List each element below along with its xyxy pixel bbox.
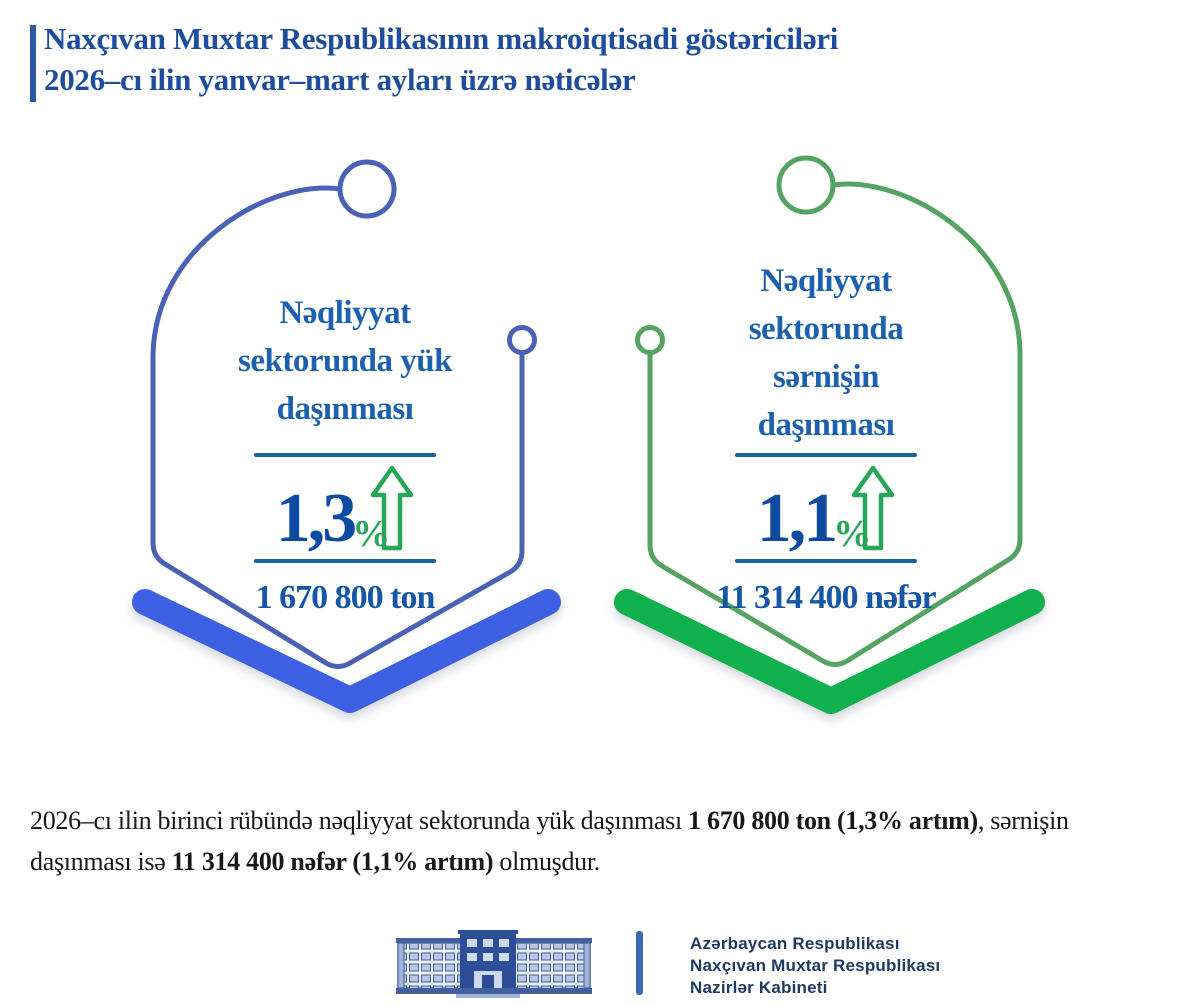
passenger-title-line: sektorunda [748,311,904,347]
cargo-chevron-icon [132,589,561,713]
page-title-line-2: 2026–cı ilin yanvar–mart ayları üzrə nət… [44,62,636,97]
footer-divider-bar [636,931,643,995]
cargo-side-ring-icon [507,325,537,355]
up-arrow-icon [371,465,414,551]
summary-value-bold: 1 670 800 ton (1,3% artım) [688,806,978,835]
passenger-title-line: sərnişin [772,359,880,395]
footer-line-country: Azərbaycan Respublikası [690,934,900,953]
passenger-title-line: Nəqliyyat [760,263,892,299]
divider-line [254,453,436,457]
summary-text: 2026–cı ilin birinci rübündə nəqliyyat s… [30,806,689,835]
percent-sign: % [833,513,872,555]
cargo-card-content: Nəqliyyat sektorunda yük daşınması 1,3 %… [195,289,495,617]
cargo-value: 1 670 800 ton [255,579,436,616]
cargo-card-title: Nəqliyyat sektorunda yük daşınması [195,289,495,433]
divider-line [735,453,917,457]
header-accent-bar [30,25,36,102]
government-building-icon [396,930,592,998]
passenger-chevron-icon [614,589,1045,714]
cargo-title-line: Nəqliyyat [279,295,411,331]
up-arrow-icon [852,465,895,551]
summary-text: , sərnişin [977,806,1069,835]
passenger-percent-row: 1,1 % [676,465,976,555]
passenger-top-ring-icon [776,155,836,215]
cargo-outline-path [150,185,525,669]
summary-text: olmuşdur. [493,847,600,876]
summary-value-bold: 11 314 400 nəfər (1,1% artım) [171,847,494,876]
cargo-percent-value: 1,3 [275,480,357,557]
passenger-increase-indicator: % [833,465,895,553]
footer-organization: Azərbaycan Respublikası Naxçıvan Muxtar … [690,933,1110,999]
passenger-percent-value: 1,1 [756,480,838,557]
footer-line-republic: Naxçıvan Muxtar Respublikası [690,956,941,975]
divider-line [254,559,436,563]
cargo-title-line: sektorunda yük [238,343,453,379]
divider-line [735,559,917,563]
passenger-card-title: Nəqliyyat sektorunda sərnişin daşınması [676,257,976,449]
cargo-title-line: daşınması [276,391,414,427]
cargo-card-outline [150,159,537,669]
passenger-side-ring-icon [635,325,665,355]
summary-text: daşınması isə [30,847,172,876]
passenger-outline-path [647,181,1023,667]
cargo-percent-row: 1,3 % [195,465,495,555]
page-title: Naxçıvan Muxtar Respublikasının makroiqt… [44,18,944,100]
percent-sign: % [352,513,391,555]
passenger-card-content: Nəqliyyat sektorunda sərnişin daşınması … [676,257,976,617]
summary-paragraph: 2026–cı ilin birinci rübündə nəqliyyat s… [30,800,1190,882]
passenger-card-graphic [614,155,1045,714]
page-title-line-1: Naxçıvan Muxtar Respublikasının makroiqt… [44,21,839,56]
footer-line-cabinet: Nazirlər Kabineti [690,978,828,997]
passenger-card-outline [635,155,1023,667]
cargo-increase-indicator: % [352,465,414,553]
cargo-top-ring-icon [337,159,397,219]
passenger-value: 11 314 400 nəfər [716,579,936,616]
cargo-card-graphic [132,159,561,713]
passenger-title-line: daşınması [757,407,895,443]
